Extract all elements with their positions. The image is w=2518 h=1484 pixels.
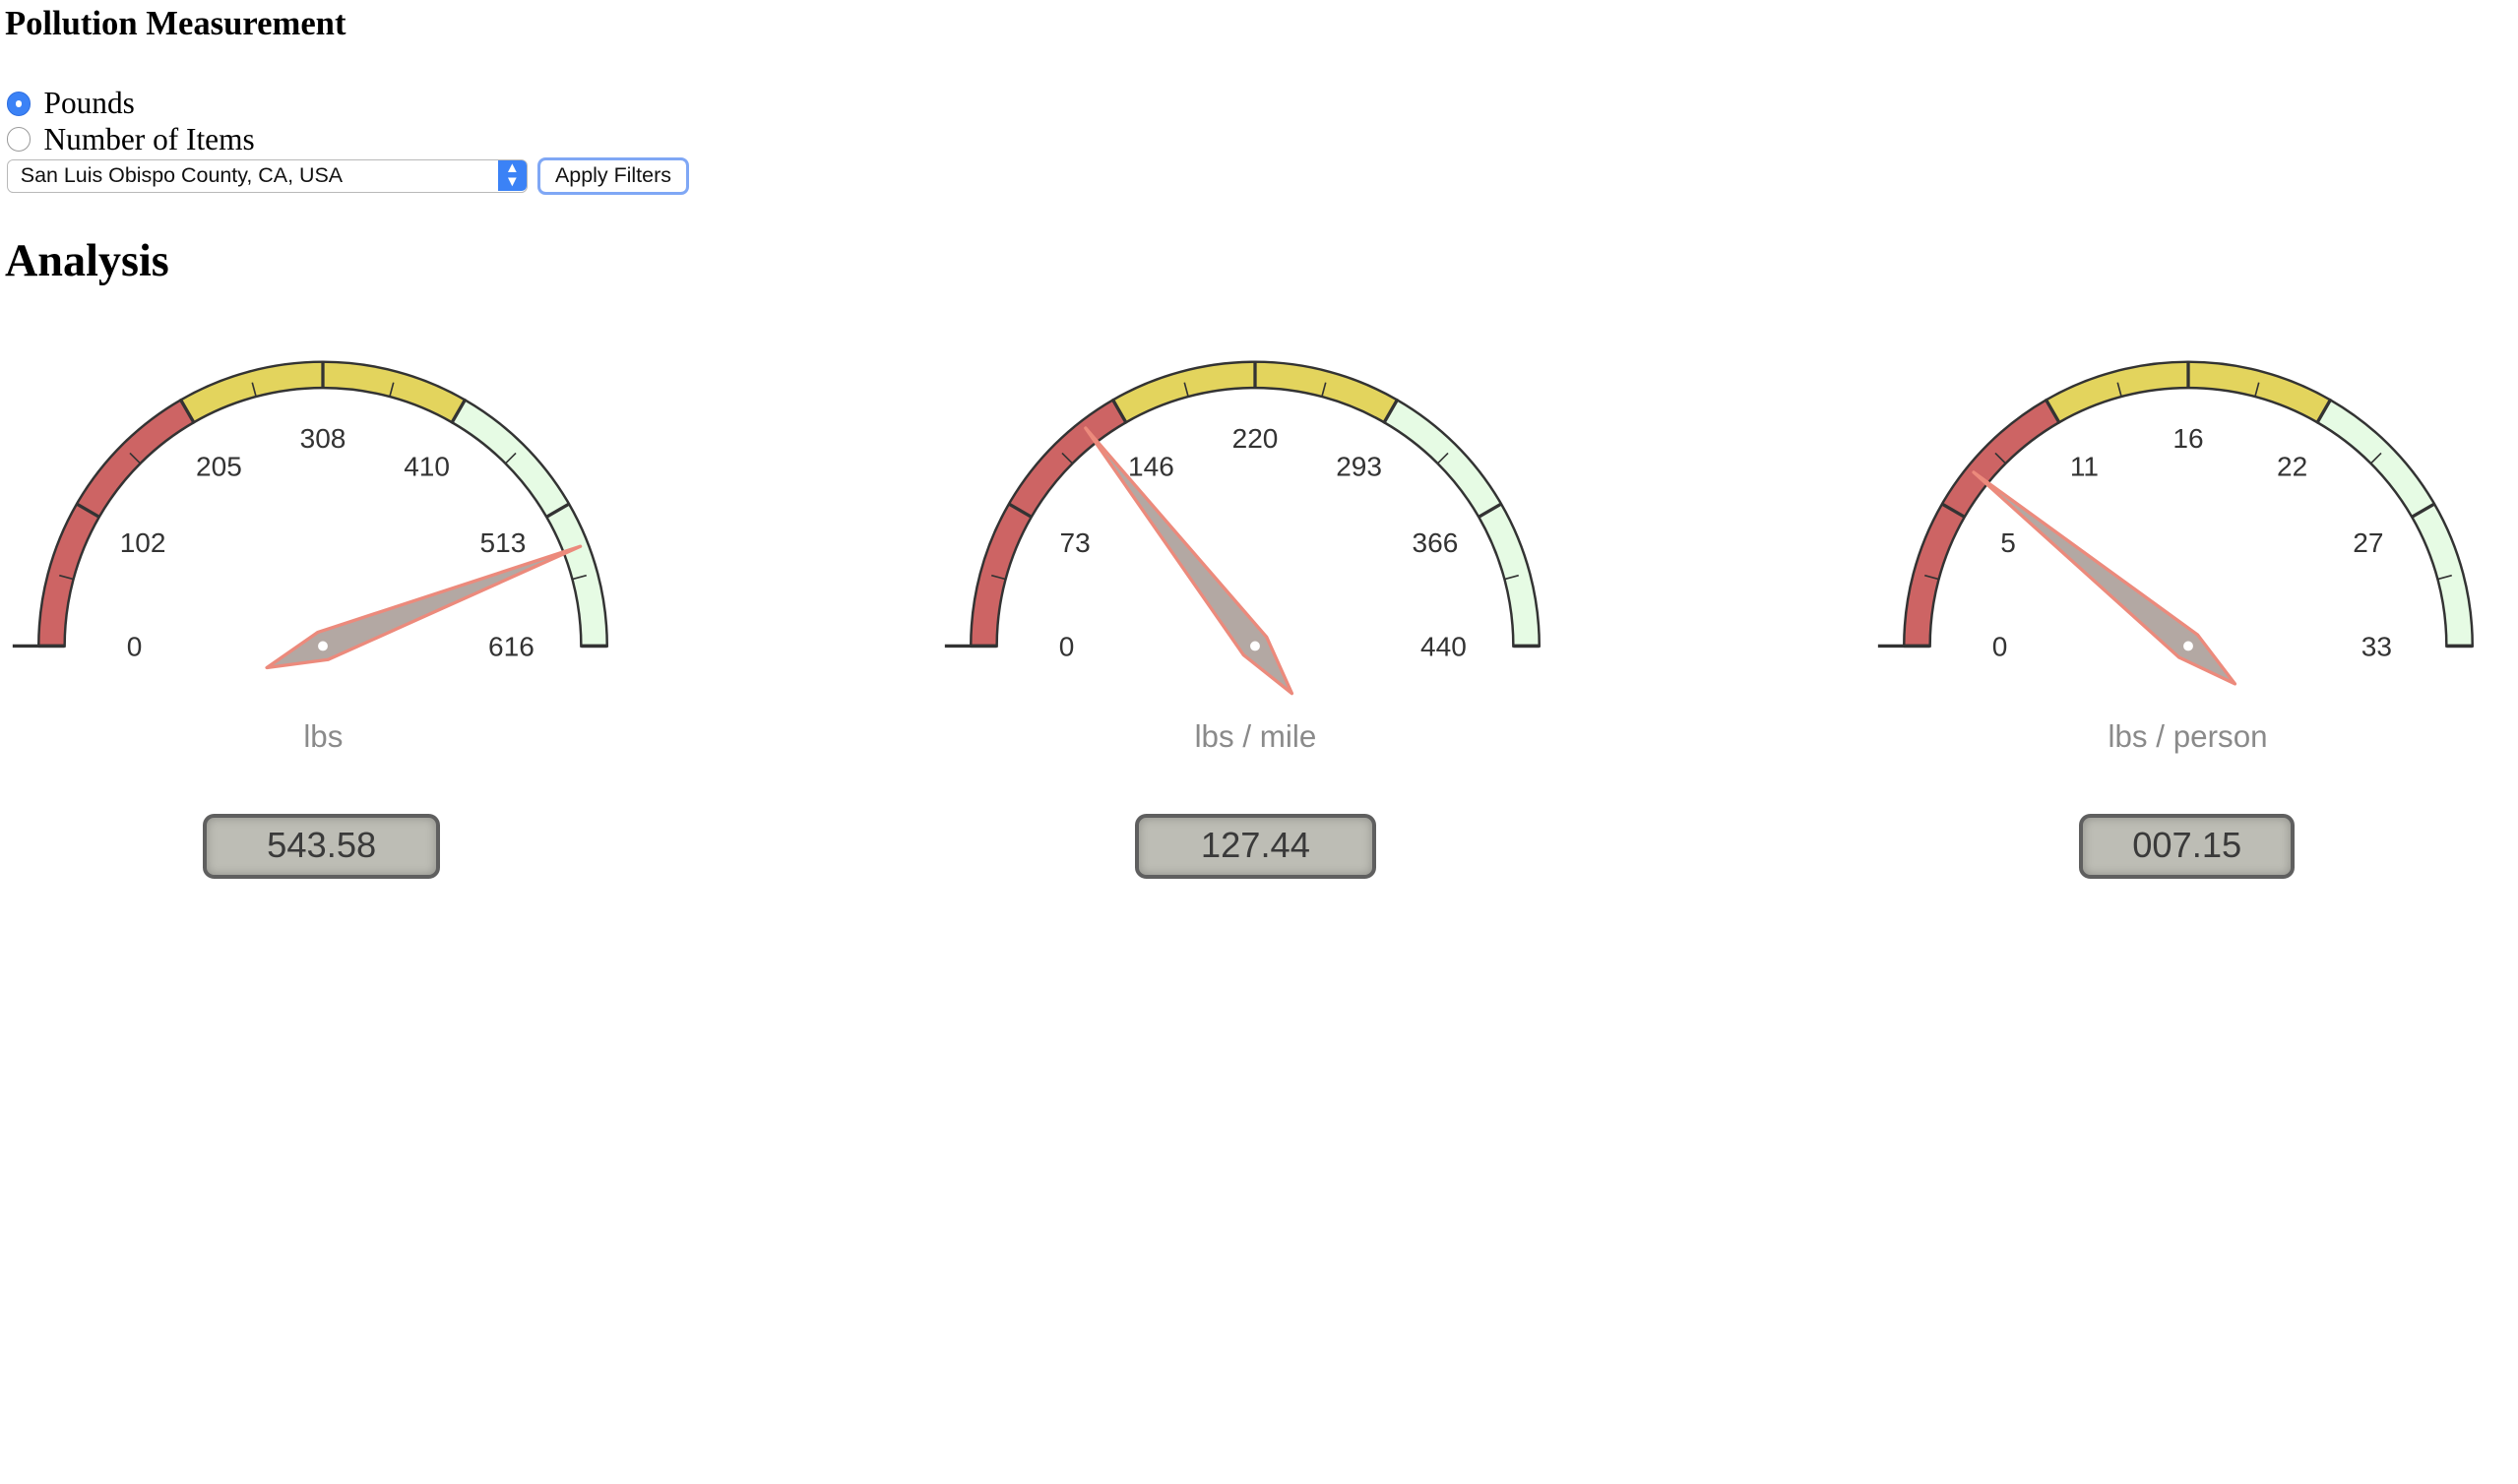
gauge-needle-pivot (2182, 641, 2193, 651)
radio-pounds[interactable]: Pounds (6, 86, 135, 121)
gauge-tick-label: 220 (1232, 423, 1279, 454)
gauge-dial: 0 102 205 308 410 513 616 (13, 360, 609, 670)
gauge-value-readout: 543.58 (203, 813, 441, 879)
gauge-tick-label: 27 (2353, 527, 2383, 558)
gauge-value-readout: 007.15 (2078, 813, 2296, 879)
gauge-major-tick (76, 502, 100, 519)
location-select[interactable]: San Luis Obispo County, CA, USA ▲ ▼ (6, 158, 529, 194)
location-select-value: San Luis Obispo County, CA, USA (20, 162, 344, 187)
gauge-minor-tick (1923, 575, 1939, 581)
gauge-tick-label: 33 (2361, 632, 2391, 662)
gauge-minor-tick (1061, 453, 1074, 464)
gauge-tick-label: 73 (1060, 527, 1091, 558)
gauge-minor-tick (129, 453, 142, 464)
gauge-dial: 0 73 146 220 293 366 440 (945, 360, 1542, 696)
gauge-major-tick (179, 399, 196, 424)
gauge-major-tick (1478, 502, 1503, 519)
gauge-major-tick (2410, 502, 2435, 519)
gauge-tick-label: 16 (2172, 423, 2203, 454)
gauge-minor-tick (2369, 453, 2382, 464)
gauge-tick-label: 0 (1991, 632, 2007, 662)
page-title: Pollution Measurement (4, 4, 346, 42)
gauge-tick-label: 0 (127, 632, 143, 662)
radio-number-of-items-label: Number of Items (43, 121, 255, 156)
gauge-tick-label: 308 (300, 423, 346, 454)
gauge-major-tick (1940, 502, 1966, 519)
gauge-minor-tick (991, 575, 1007, 581)
gauge-band-red (37, 398, 196, 648)
select-chevron-updown-icon[interactable]: ▲ ▼ (497, 159, 528, 192)
gauge-needle (265, 544, 583, 670)
gauge-value-readout: 127.44 (1135, 813, 1376, 879)
gauge-minor-tick (505, 453, 517, 464)
gauge-lbs-per-person: 0 5 11 16 22 27 33 lbs / person 007.15 (1863, 333, 2513, 893)
gauge-tick-label: 410 (405, 452, 451, 482)
gauge-band-green (450, 398, 609, 648)
radio-number-of-items[interactable]: Number of Items (6, 121, 255, 157)
radio-button-selected-icon[interactable] (6, 92, 31, 116)
gauge-tick-label: 5 (2000, 527, 2016, 558)
gauge-minor-tick (389, 382, 395, 398)
gauge-tick-label: 22 (2277, 452, 2307, 482)
gauge-unit-label: lbs (303, 718, 344, 754)
gauge-major-tick (1008, 502, 1034, 519)
gauge-tick-label: 205 (196, 452, 242, 482)
gauge-minor-tick (59, 575, 75, 581)
gauge-needle-pivot (1250, 641, 1261, 651)
gauge-minor-tick (2253, 382, 2260, 398)
gauge-tick-label: 366 (1413, 527, 1459, 558)
gauge-band-red (970, 398, 1128, 648)
gauge-major-tick (545, 502, 571, 519)
gauge-band-green (2315, 398, 2474, 648)
gauge-tick-label: 293 (1337, 452, 1383, 482)
gauge-unit-label: lbs / person (2108, 718, 2268, 754)
gauge-band-green (1382, 398, 1542, 648)
gauge-minor-tick (1437, 453, 1450, 464)
gauge-tick-label: 513 (480, 527, 527, 558)
gauge-needle (1971, 470, 2236, 686)
gauge-minor-tick (1993, 453, 2006, 464)
gauge-major-tick (1111, 399, 1128, 424)
gauge-needle-pivot (318, 641, 329, 651)
gauge-lbs: 0 102 205 308 410 513 616 lbs 543.58 (0, 333, 648, 893)
gauge-minor-tick (1183, 382, 1190, 398)
gauge-minor-tick (2436, 575, 2452, 581)
gauge-lbs-per-mile: 0 73 146 220 293 366 440 lbs / mile 127.44 (930, 333, 1580, 893)
gauge-minor-tick (1504, 575, 1520, 581)
gauge-major-tick (451, 399, 468, 424)
gauge-tick-label: 440 (1420, 632, 1467, 662)
gauge-minor-tick (1321, 382, 1327, 398)
gauge-needle (1084, 426, 1294, 696)
gauge-tick-label: 616 (488, 632, 535, 662)
gauge-minor-tick (2116, 382, 2122, 398)
gauge-major-tick (2315, 399, 2332, 424)
gauge-tick-label: 146 (1128, 452, 1174, 482)
gauge-unit-label: lbs / mile (1194, 718, 1317, 754)
gauge-major-tick (1383, 399, 1400, 424)
gauge-tick-label: 102 (120, 527, 166, 558)
radio-button-unselected-icon[interactable] (6, 127, 31, 153)
gauge-major-tick (2044, 399, 2060, 424)
apply-filters-button[interactable]: Apply Filters (537, 157, 689, 195)
gauge-minor-tick (572, 575, 588, 581)
gauge-minor-tick (251, 382, 258, 398)
gauge-tick-label: 0 (1059, 632, 1075, 662)
analysis-title: Analysis (4, 234, 169, 285)
radio-pounds-label: Pounds (43, 86, 135, 121)
gauge-dial: 0 5 11 16 22 27 33 (1877, 360, 2474, 686)
gauge-tick-label: 11 (2069, 452, 2098, 482)
